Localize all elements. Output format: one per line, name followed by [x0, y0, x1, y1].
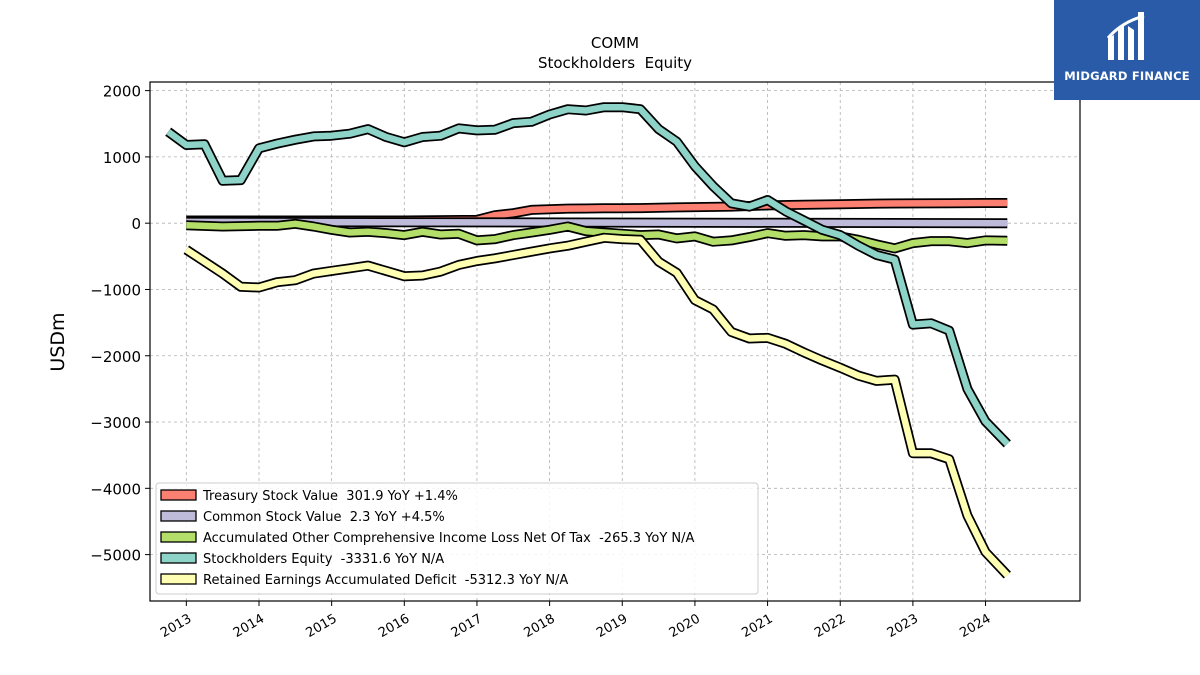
- chart-title-group: COMM Stockholders Equity: [538, 34, 692, 72]
- legend-label: Accumulated Other Comprehensive Income L…: [203, 531, 694, 546]
- series-common-stock-value: [186, 216, 1008, 229]
- x-tick-label: 2017: [449, 611, 485, 641]
- y-tick-label: −5000: [90, 547, 141, 565]
- y-tick-label: 1000: [103, 149, 141, 167]
- legend-label: Retained Earnings Accumulated Deficit -5…: [203, 573, 568, 588]
- y-tick-label: −4000: [90, 480, 141, 498]
- brand-name: MIDGARD FINANCE: [1064, 69, 1190, 83]
- legend-swatch: [160, 510, 197, 522]
- series-line: [186, 218, 1008, 227]
- legend-swatch: [160, 531, 197, 543]
- x-tick-label: 2014: [231, 611, 267, 641]
- series-treasury-stock-value: [186, 198, 1008, 226]
- x-tick-label: 2018: [521, 611, 557, 641]
- y-tick-label: −1000: [90, 281, 141, 299]
- x-tick-label: 2023: [885, 611, 921, 641]
- chart-subtitle: Stockholders Equity: [538, 54, 692, 72]
- x-tick-label: 2016: [376, 611, 412, 641]
- series-accumulated-other-comprehensive-income-loss-net-of-tax: [186, 218, 1008, 254]
- y-tick-label: −2000: [90, 348, 141, 366]
- x-tick-label: 2020: [667, 611, 703, 641]
- legend-swatch: [160, 552, 197, 564]
- x-tick-label: 2015: [303, 611, 339, 641]
- y-tick-label: 0: [131, 215, 141, 233]
- x-tick-label: 2019: [594, 611, 630, 641]
- legend-label: Common Stock Value 2.3 YoY +4.5%: [203, 510, 445, 525]
- legend-swatch: [160, 573, 197, 585]
- series-line: [186, 199, 1008, 224]
- y-tick-label: 2000: [103, 83, 141, 101]
- legend-box: [155, 482, 759, 595]
- series-lines: [165, 102, 1011, 579]
- y-axis-label: USDm: [47, 312, 69, 371]
- legend-swatch: [160, 489, 197, 501]
- midgard-logo-icon: [1106, 12, 1145, 60]
- series-retained-earnings-accumulated-deficit: [183, 232, 1011, 579]
- x-tick-label: 2013: [158, 611, 194, 641]
- x-tick-label: 2022: [812, 611, 848, 641]
- x-tick-label: 2021: [739, 611, 775, 641]
- chart-title: COMM: [591, 34, 639, 52]
- plot-frame: [149, 81, 1081, 602]
- series-stockholders-equity: [165, 102, 1011, 448]
- legend: Treasury Stock Value 301.9 YoY +1.4% Comm…: [155, 482, 759, 595]
- legend-label: Treasury Stock Value 301.9 YoY +1.4%: [202, 489, 458, 504]
- x-tick-label: 2024: [957, 611, 993, 641]
- legend-label: Stockholders Equity -3331.6 YoY N/A: [203, 552, 444, 567]
- series-line: [184, 234, 1010, 578]
- series-line: [166, 103, 1010, 447]
- series-line: [186, 220, 1008, 252]
- y-tick-label: −3000: [90, 414, 141, 432]
- brand-logo: MIDGARD FINANCE: [1054, 0, 1200, 100]
